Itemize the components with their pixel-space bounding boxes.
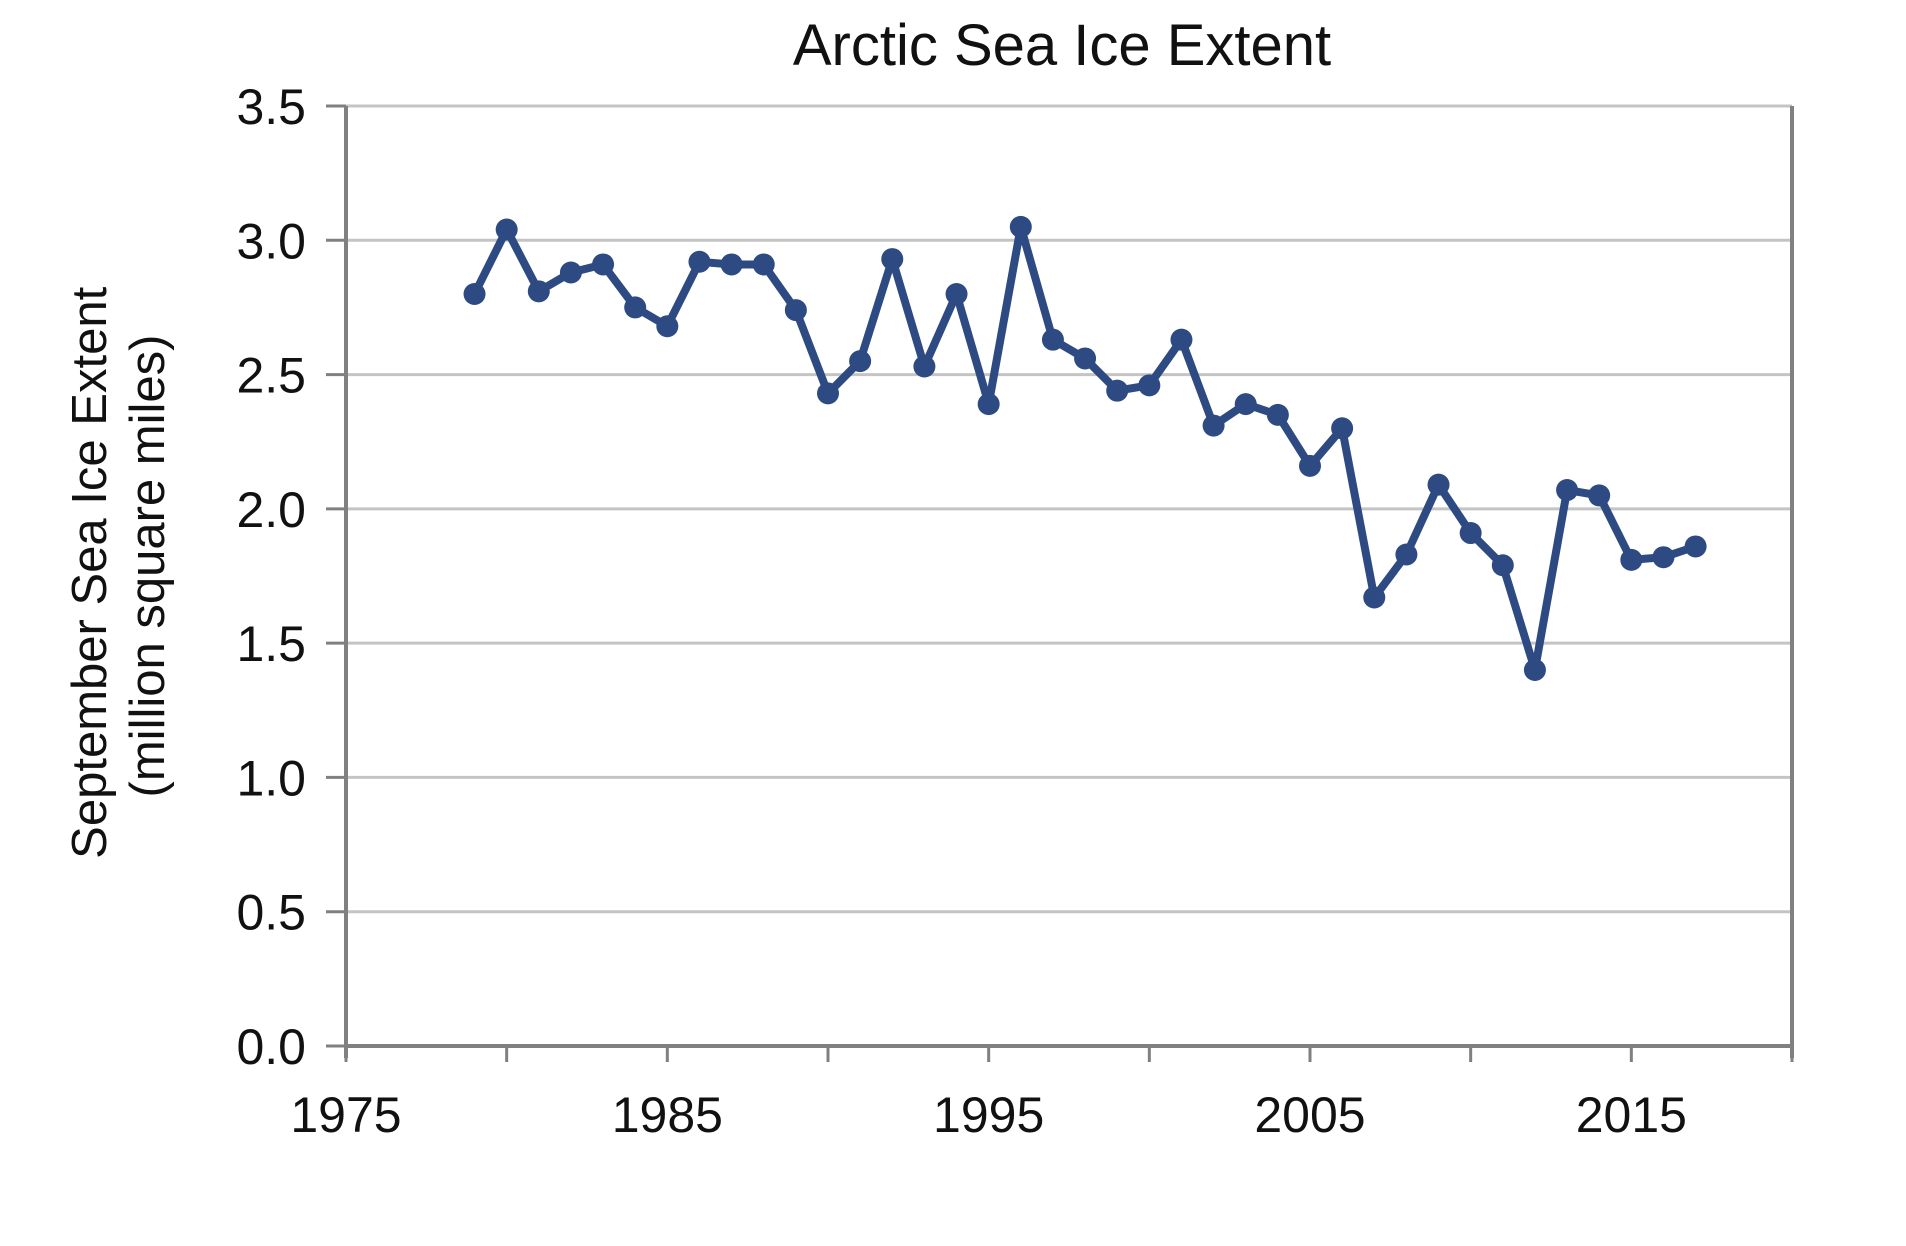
- data-point-2010: [1459, 522, 1482, 545]
- data-point-2006: [1331, 417, 1354, 440]
- y-tick-label-3: 1.5: [236, 616, 306, 672]
- data-point-2015: [1620, 548, 1643, 571]
- y-tick-label-7: 3.5: [236, 79, 306, 135]
- data-point-2016: [1652, 546, 1675, 569]
- tick-labels: 0.0 0.5 1.0 1.5 2.0 2.5 3.0 3.5 1975 1985 1995 2005…: [236, 79, 1686, 1143]
- x-tick-label-8: 2015: [1576, 1087, 1687, 1143]
- data-point-1998: [1074, 347, 1097, 370]
- data-point-2009: [1427, 473, 1450, 496]
- data-point-2003: [1234, 393, 1257, 416]
- data-point-1992: [881, 248, 904, 271]
- x-tick-label-0: 1975: [290, 1087, 401, 1143]
- data-point-1980: [495, 218, 518, 241]
- data-point-2011: [1491, 554, 1514, 577]
- data-point-1994: [945, 283, 968, 305]
- y-tick-label-2: 1.0: [236, 750, 306, 806]
- chart-title: Arctic Sea Ice Extent: [793, 13, 1331, 78]
- gridlines: [346, 104, 1792, 914]
- y-axis-label-line-2: (million square miles): [121, 335, 175, 798]
- data-point-1990: [817, 382, 839, 405]
- y-tick-label-1: 0.5: [236, 885, 306, 941]
- y-tick-label-5: 2.5: [236, 348, 306, 404]
- data-point-2007: [1363, 586, 1386, 609]
- data-point-1993: [913, 355, 936, 378]
- series-line-0: [470, 222, 1700, 674]
- y-axis-label: September Sea Ice Extent (million square…: [63, 273, 175, 859]
- data-point-1981: [527, 280, 550, 303]
- data-point-1979: [463, 283, 486, 305]
- data-point-1987: [720, 253, 743, 276]
- data-point-1991: [849, 350, 872, 373]
- data-point-2013: [1556, 479, 1579, 502]
- data-point-1996: [1009, 215, 1032, 238]
- y-axis-label-line-1: September Sea Ice Extent: [63, 286, 117, 858]
- data-point-1985: [656, 315, 679, 338]
- data-point-2017: [1684, 535, 1707, 558]
- data-point-2005: [1299, 454, 1321, 477]
- x-tick-label-4: 1995: [933, 1087, 1044, 1143]
- data-point-2008: [1395, 543, 1418, 566]
- data-point-1997: [1041, 328, 1064, 351]
- data-point-1989: [784, 299, 807, 322]
- data-point-2001: [1170, 328, 1193, 351]
- data-point-1999: [1106, 379, 1129, 402]
- y-tick-label-0: 0.0: [236, 1019, 306, 1075]
- data-point-2014: [1588, 484, 1611, 507]
- data-point-2000: [1138, 374, 1161, 397]
- data-point-1984: [624, 296, 647, 319]
- y-tick-label-4: 2.0: [236, 482, 306, 538]
- data-point-1988: [752, 253, 775, 276]
- data-point-2002: [1202, 414, 1225, 437]
- data-point-1983: [592, 253, 615, 276]
- data-series: [463, 215, 1707, 681]
- x-tick-label-2: 1985: [612, 1087, 723, 1143]
- x-tick-label-6: 2005: [1254, 1087, 1365, 1143]
- data-point-1982: [559, 261, 582, 284]
- y-tick-label-6: 3.0: [236, 213, 306, 269]
- data-point-2004: [1266, 403, 1289, 426]
- data-point-2012: [1523, 659, 1546, 681]
- axes: [326, 104, 1794, 1062]
- data-point-1995: [977, 393, 1000, 416]
- data-point-1986: [688, 250, 711, 273]
